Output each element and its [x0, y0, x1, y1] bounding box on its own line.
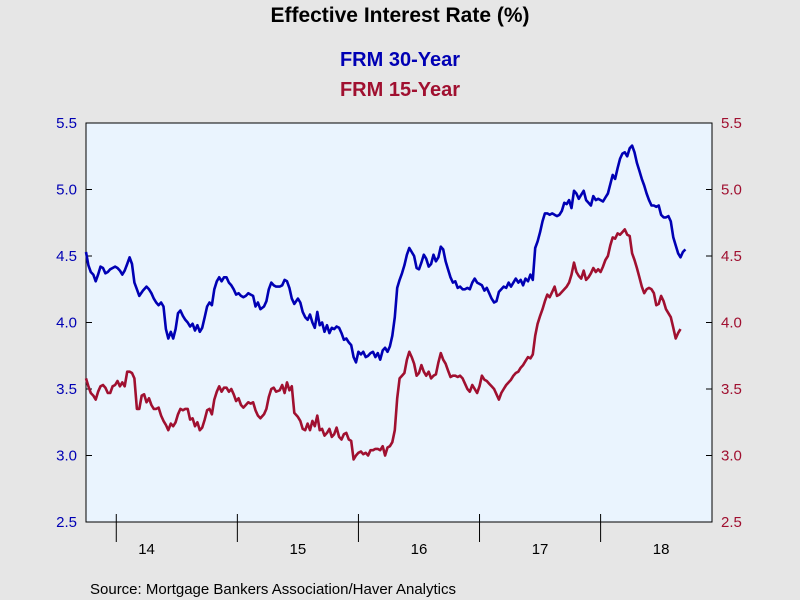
source-note: Source: Mortgage Bankers Association/Hav… [90, 581, 456, 598]
y-tick-label-left: 4.5 [56, 248, 77, 265]
y-tick-label-right: 5.5 [721, 115, 742, 132]
y-tick-label-left: 4.0 [56, 315, 77, 332]
chart-title: Effective Interest Rate (%) [270, 4, 529, 27]
y-tick-label-right: 4.5 [721, 248, 742, 265]
x-tick-label: 14 [138, 541, 155, 558]
y-tick-label-right: 2.5 [721, 514, 742, 531]
series-line-frm-30-year [84, 144, 687, 364]
y-tick-label-right: 4.0 [721, 315, 742, 332]
series-group [84, 144, 687, 461]
y-tick-label-left: 5.5 [56, 115, 77, 132]
x-tick-label: 18 [653, 541, 670, 558]
y-tick-label-right: 3.5 [721, 381, 742, 398]
y-tick-label-left: 2.5 [56, 514, 77, 531]
x-tick-label: 17 [532, 541, 549, 558]
y-tick-label-right: 3.0 [721, 448, 742, 465]
x-tick-label: 16 [411, 541, 428, 558]
legend-entry-frm-15-year: FRM 15-Year [340, 79, 460, 101]
legend-entry-frm-30-year: FRM 30-Year [340, 49, 460, 71]
series-line-frm-15-year [84, 228, 682, 461]
x-tick-label: 15 [290, 541, 307, 558]
y-tick-label-right: 5.0 [721, 182, 742, 199]
plot-area [85, 122, 713, 523]
y-tick-label-left: 3.0 [56, 448, 77, 465]
axes-group: 2.5 2.5 3.0 3.0 3.5 3.5 4.0 4.0 4.5 4.5 5.0 5.0 5.5 5… [56, 115, 742, 558]
y-tick-label-left: 3.5 [56, 381, 77, 398]
y-tick-label-left: 5.0 [56, 182, 77, 199]
